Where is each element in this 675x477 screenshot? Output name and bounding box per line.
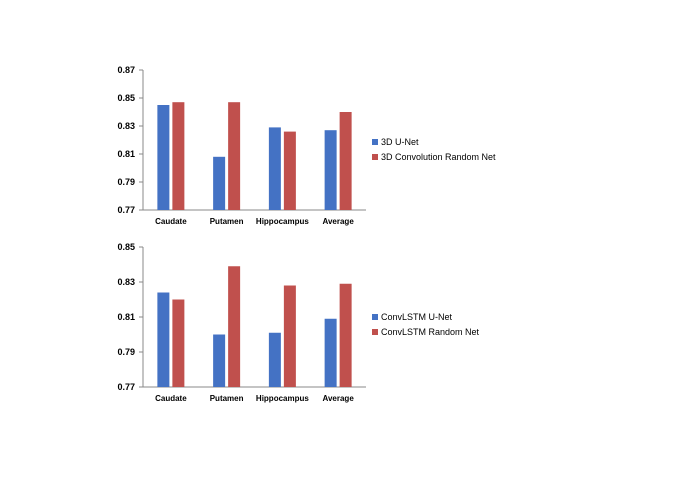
y-tick-label: 0.79	[117, 177, 135, 187]
category-label: Putamen	[210, 217, 244, 226]
category-label: Average	[322, 394, 354, 403]
legend-label: 3D Convolution Random Net	[381, 152, 496, 162]
y-tick-label: 0.81	[117, 149, 135, 159]
y-tick-label: 0.85	[117, 93, 135, 103]
y-tick-label: 0.85	[117, 242, 135, 252]
bar-2-putamen	[228, 102, 241, 210]
category-label: Caudate	[155, 394, 187, 403]
legend-swatch	[372, 139, 378, 145]
y-tick-label: 0.83	[117, 277, 135, 287]
bar-2-caudate	[172, 102, 185, 210]
y-tick-label: 0.77	[117, 205, 135, 215]
bar-2-hippocampus	[283, 131, 296, 210]
category-label: Average	[322, 217, 354, 226]
bar-1-average	[324, 318, 337, 387]
bar-1-average	[324, 130, 337, 210]
bar-2-average	[339, 112, 352, 210]
legend-label: 3D U-Net	[381, 137, 419, 147]
bar-1-hippocampus	[268, 332, 281, 387]
bar-1-caudate	[157, 292, 170, 387]
legend-label: ConvLSTM Random Net	[381, 327, 480, 337]
y-tick-label: 0.81	[117, 312, 135, 322]
bar-2-caudate	[172, 299, 185, 387]
y-tick-label: 0.77	[117, 382, 135, 392]
chart-bottom: 0.85 0.83 0.81 0.79 0.77 Caudate Putamen Hippoc…	[117, 242, 479, 403]
bar-1-putamen	[213, 334, 226, 387]
legend-swatch	[372, 329, 378, 335]
bar-1-caudate	[157, 105, 170, 210]
category-label: Hippocampus	[256, 394, 309, 403]
bar-1-hippocampus	[268, 127, 281, 210]
y-tick-label: 0.83	[117, 121, 135, 131]
bar-2-hippocampus	[283, 285, 296, 387]
chart-top: 0.87 0.85 0.83 0.81 0.79 0.77 Caudate Putamen Hi…	[117, 65, 496, 226]
legend-label: ConvLSTM U-Net	[381, 312, 453, 322]
bar-2-putamen	[228, 266, 241, 387]
bar-1-putamen	[213, 156, 226, 210]
category-label: Caudate	[155, 217, 187, 226]
legend-swatch	[372, 314, 378, 320]
bar-2-average	[339, 283, 352, 387]
legend-swatch	[372, 154, 378, 160]
category-label: Hippocampus	[256, 217, 309, 226]
y-tick-label: 0.87	[117, 65, 135, 75]
y-tick-label: 0.79	[117, 347, 135, 357]
category-label: Putamen	[210, 394, 244, 403]
